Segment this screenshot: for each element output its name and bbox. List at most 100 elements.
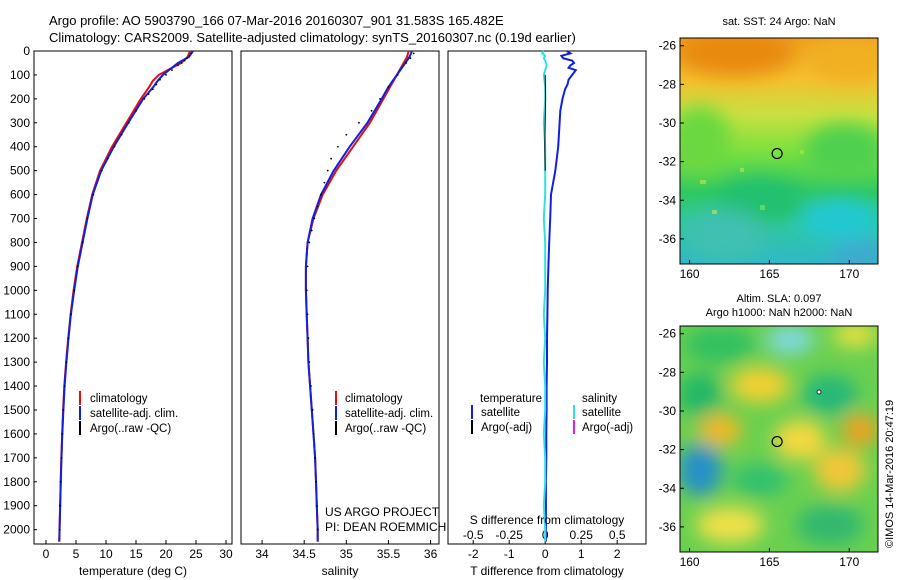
argo-point [396,74,399,76]
x-tick-label: 35.5 [377,547,401,561]
map-y-tick-label: -36 [659,520,677,534]
map-y-tick-label: -28 [659,365,677,379]
x-tick-label: 0 [542,547,549,561]
legend-climatology-label: climatology [90,393,148,405]
argo-point [113,145,116,148]
legend-argo-label: Argo(..raw -QC) [90,423,171,435]
map-y-tick-label: -34 [659,193,677,207]
salinity-x-ticks: 34 34.5 35 35.5 36 [255,540,438,561]
argo-point [188,54,191,57]
argo-point [305,289,308,292]
x-tick-label: 1 [578,547,585,561]
depth-tick-label: 400 [10,140,30,154]
argo-point [308,361,311,364]
x-tick-label: 36 [424,547,438,561]
sla-map-axes: 160 165 170 -26 -28 -30 -32 -34 -36 [659,327,860,569]
argo-point [336,145,339,148]
difference-lines [540,50,578,542]
legend-s-argo-label: Argo(-adj) [582,422,633,434]
argo-point [59,480,62,483]
legend-climatology-label: climatology [345,393,403,405]
temperature-x-ticks: 0 5 10 15 20 25 30 [43,540,233,561]
argo-point [86,217,89,220]
sst-heatmap [680,38,878,264]
x-tick-label: 20 [159,547,173,561]
depth-tick-label: 1500 [3,403,30,417]
project-annotation: US ARGO PROJECT [325,505,440,519]
x-tick-label: 0.5 [609,528,626,542]
depth-tick-label: 200 [10,92,30,106]
map-y-tick-label: -34 [659,481,677,495]
map-y-tick-label: -28 [659,77,677,91]
argo-point [379,97,381,100]
argo-point [159,78,161,81]
depth-tick-label: 500 [10,164,30,178]
argo-point [61,433,64,435]
argo-point [190,52,193,55]
argo-point [306,313,309,316]
legend-satellite-label: satellite-adj. clim. [90,408,178,420]
header-line-1: Argo profile: AO 5903790_166 07-Mar-2016… [49,13,504,28]
depth-tick-label: 1900 [3,499,30,513]
argo-point [67,337,70,340]
depth-tick-label: 1100 [4,307,30,321]
map-y-tick-label: -32 [659,443,677,457]
x-tick-label: -1 [504,547,515,561]
argo-point [59,504,61,507]
satellite-line [58,50,194,542]
legend-temperature-header: temperature [480,393,542,405]
map-y-tick-label: -36 [659,232,677,246]
difference-panel: -2 -1 0 1 2-0.5 -0.25 0 0.25 0.5 T difference fr… [447,50,647,578]
argo-point [320,193,322,196]
difference-legend: temperature salinity satellite Argo(-adj… [471,393,633,434]
argo-point [312,433,315,435]
depth-tick-label: 100 [10,68,30,82]
argo-point [323,181,326,184]
depth-tick-label: 1200 [3,331,30,345]
argo-point [308,241,311,244]
legend-s-satellite-label: satellite [582,407,621,419]
argo-point [70,313,72,316]
argo-point [412,52,415,55]
argo-point [326,169,329,172]
x-tick-label: 35 [340,547,354,561]
map-x-tick-label: 160 [680,267,700,281]
sst-float-marker [771,147,783,160]
sla-heatmap [680,326,878,552]
argo-point [314,456,317,459]
salinity-plot-frame [240,50,440,545]
argo-point [92,193,95,196]
argo-point [180,62,183,64]
depth-tick-label: 1700 [3,451,30,465]
argo-point [120,133,123,136]
legend-satellite-label: satellite-adj. clim. [345,408,433,420]
argo-point [171,69,173,72]
x-tick-label: 10 [99,547,113,561]
depth-tick-label: 600 [10,188,30,202]
pi-annotation: PI: DEAN ROEMMICH [325,520,446,534]
argo-point [311,409,314,411]
argo-point [405,62,408,64]
sst-map-title: sat. SST: 24 Argo: NaN [722,16,835,28]
argo-point [387,85,390,88]
argo-point [316,205,319,208]
map-y-tick-label: -26 [659,327,677,341]
argo-point [147,93,150,95]
argo-point [306,265,309,268]
temperature-legend: climatology satellite-adj. clim. Argo(..… [79,391,178,435]
temperature-x-label: temperature (deg C) [79,564,187,578]
x-tick-label: 25 [189,547,203,561]
argo-point [60,456,63,459]
t-difference-label: T difference from climatology [470,564,624,578]
x-tick-label: 34.5 [293,547,317,561]
depth-tick-label: 1000 [3,283,30,297]
depth-tick-label: 0 [23,44,30,58]
map-x-tick-label: 170 [839,555,859,569]
map-y-tick-label: -30 [659,404,677,418]
sla-map-title: Altim. SLA: 0.097 [737,293,822,305]
argo-point [65,361,68,364]
sst-map-frame [679,37,879,265]
x-tick-label: 0.25 [570,528,594,542]
argo-point [183,59,186,62]
